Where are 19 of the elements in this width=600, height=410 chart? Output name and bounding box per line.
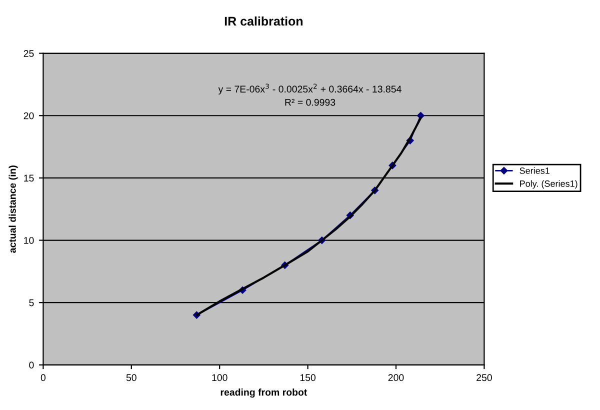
y-tick-label: 25 — [24, 50, 34, 57]
annotation: y = 7E-06x$^{3}$ - 0.0025x$^{2}$ + 0.3664x - 13.854 — [218, 84, 402, 94]
y-tick-label: 0 — [29, 362, 34, 369]
x-tick-label: 0 — [40, 374, 46, 382]
x-tick-label: 50 — [126, 374, 136, 382]
y-tick-label: 15 — [24, 174, 34, 182]
y-tick-label: 10 — [24, 236, 34, 244]
x-tick-label: 200 — [388, 374, 404, 382]
annotation: R² = 0.9993 — [285, 98, 336, 106]
x-tick-label: 100 — [212, 374, 228, 382]
y-tick-label: 20 — [24, 112, 34, 120]
x-axis-title: reading from robot — [220, 388, 308, 398]
legend-label: Poly. (Series1) — [520, 180, 578, 189]
y-tick-label: 5 — [29, 299, 34, 306]
chart-title: IR calibration — [224, 16, 303, 26]
x-tick-label: 150 — [300, 374, 316, 382]
legend-label: Series1 — [520, 167, 550, 174]
x-tick-label: 250 — [476, 374, 492, 382]
y-axis-title: actual distance (in) — [8, 166, 18, 253]
